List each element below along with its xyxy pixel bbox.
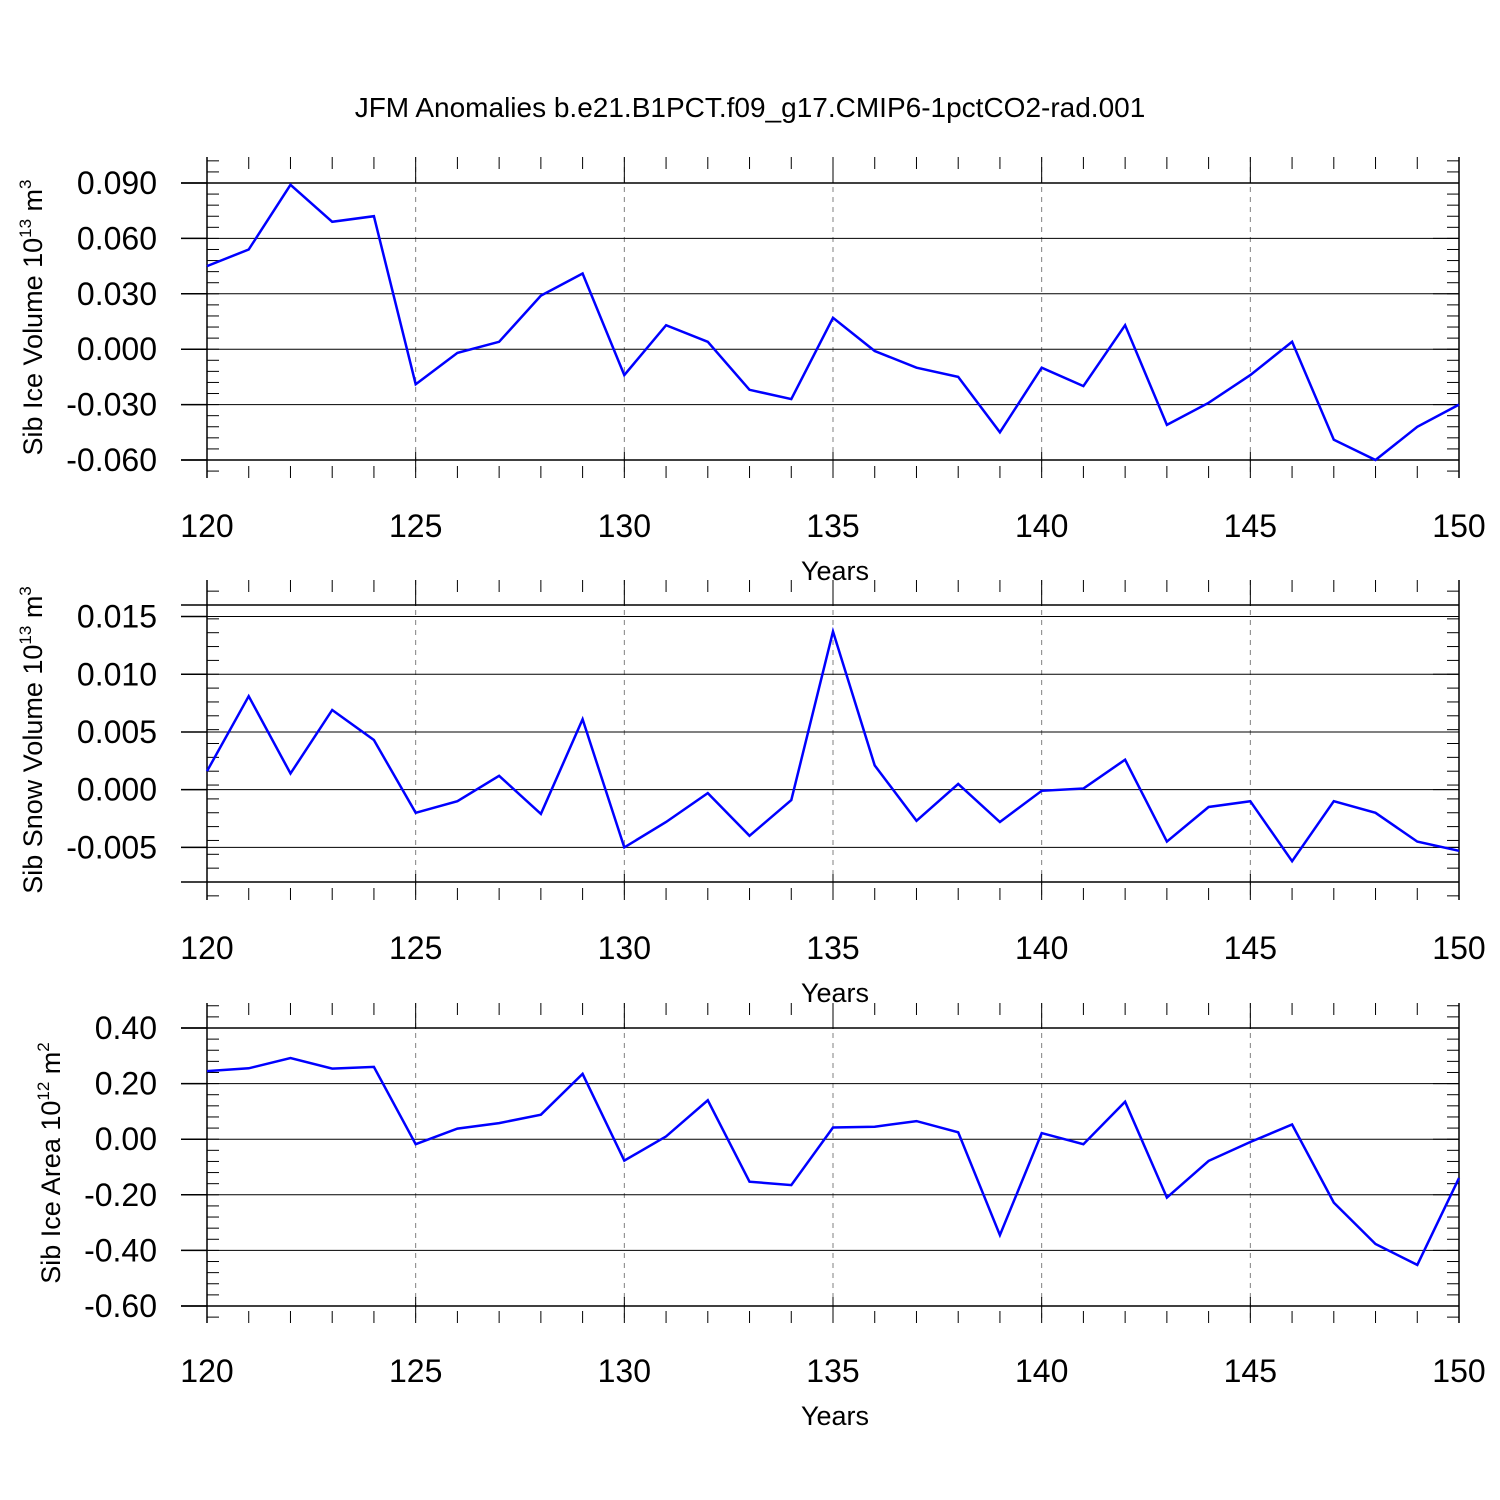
y-tick-label: 0.000 bbox=[77, 331, 157, 367]
y-tick-label: 0.40 bbox=[95, 1010, 157, 1046]
panel-sib-snow-volume: 0.015 0.010 0.005 0.000 -0.005 120 125 130 135 14… bbox=[16, 580, 1486, 1008]
y-axis-title-part: 13 bbox=[16, 626, 35, 645]
x-tick-label: 130 bbox=[598, 930, 651, 966]
series-line-sib-ice-volume bbox=[206, 182, 1460, 462]
x-tick-label: 125 bbox=[389, 1353, 442, 1389]
x-tick-label: 150 bbox=[1432, 1353, 1485, 1389]
y-tick-label: -0.030 bbox=[66, 387, 157, 423]
y-axis-title-part: 13 bbox=[16, 219, 35, 238]
x-tick-label: 145 bbox=[1224, 930, 1277, 966]
series-line-sib-snow-volume bbox=[205, 626, 1460, 864]
y-axis-title: Sib Ice Area 1012 m2 bbox=[34, 1042, 66, 1284]
y-axis-title-part: m bbox=[36, 1052, 66, 1082]
y-tick-label: 0.060 bbox=[77, 220, 157, 256]
x-tick-label: 120 bbox=[180, 508, 233, 544]
x-tick-label: 140 bbox=[1015, 930, 1068, 966]
y-axis-title-part: Sib Ice Volume 10 bbox=[18, 238, 48, 456]
x-tick-label: 150 bbox=[1432, 508, 1485, 544]
x-tick-label: 125 bbox=[389, 930, 442, 966]
y-tick-label: 0.015 bbox=[77, 599, 157, 635]
y-tick-label: 0.000 bbox=[77, 772, 157, 808]
y-tick-label: -0.060 bbox=[66, 442, 157, 478]
x-tick-label: 135 bbox=[806, 1353, 859, 1389]
y-tick-label: -0.60 bbox=[84, 1288, 157, 1324]
y-axis-title-part: m bbox=[18, 189, 48, 219]
panel-sib-ice-area: 0.40 0.20 0.00 -0.20 -0.40 -0.60 120 125 130 135 1… bbox=[34, 1003, 1486, 1431]
x-tick-label: 140 bbox=[1015, 508, 1068, 544]
x-axis-title: Years bbox=[801, 1401, 869, 1431]
x-tick-label: 130 bbox=[598, 508, 651, 544]
y-axis-title-part: Sib Ice Area 10 bbox=[36, 1101, 66, 1284]
y-tick-label: 0.00 bbox=[95, 1121, 157, 1157]
x-tick-label: 130 bbox=[598, 1353, 651, 1389]
y-axis-title: Sib Snow Volume 1013 m3 bbox=[16, 586, 48, 894]
panel-sib-ice-volume: 0.090 0.060 0.030 0.000 -0.030 -0.060 120 125 13… bbox=[16, 157, 1486, 586]
chart-title: JFM Anomalies b.e21.B1PCT.f09_g17.CMIP6-… bbox=[354, 92, 1146, 123]
x-tick-label: 145 bbox=[1224, 508, 1277, 544]
y-axis-title-part: 12 bbox=[34, 1082, 53, 1101]
x-tick-label: 120 bbox=[180, 1353, 233, 1389]
y-tick-label: 0.090 bbox=[77, 165, 157, 201]
y-axis-title-part: 2 bbox=[34, 1042, 53, 1051]
x-axis-title: Years bbox=[801, 978, 869, 1008]
y-axis-title-part: Sib Snow Volume 10 bbox=[18, 645, 48, 894]
y-axis-title-part: m bbox=[18, 596, 48, 626]
x-tick-label: 135 bbox=[806, 508, 859, 544]
y-tick-label: 0.005 bbox=[77, 714, 157, 750]
y-axis-title-part: 3 bbox=[16, 586, 35, 595]
y-tick-label: -0.20 bbox=[84, 1177, 157, 1213]
y-axis-title-part: 3 bbox=[16, 179, 35, 188]
x-tick-label: 145 bbox=[1224, 1353, 1277, 1389]
y-tick-label: 0.030 bbox=[77, 276, 157, 312]
x-tick-label: 120 bbox=[180, 930, 233, 966]
x-tick-label: 135 bbox=[806, 930, 859, 966]
series-line-sib-ice-area bbox=[206, 1056, 1461, 1267]
y-tick-label: 0.010 bbox=[77, 656, 157, 692]
y-axis-title: Sib Ice Volume 1013 m3 bbox=[16, 179, 48, 455]
y-tick-label: -0.005 bbox=[66, 829, 157, 865]
y-tick-label: 0.20 bbox=[95, 1066, 157, 1102]
x-tick-label: 150 bbox=[1432, 930, 1485, 966]
x-tick-label: 140 bbox=[1015, 1353, 1068, 1389]
x-axis-title: Years bbox=[801, 556, 869, 586]
y-tick-label: -0.40 bbox=[84, 1232, 157, 1268]
x-tick-label: 125 bbox=[389, 508, 442, 544]
